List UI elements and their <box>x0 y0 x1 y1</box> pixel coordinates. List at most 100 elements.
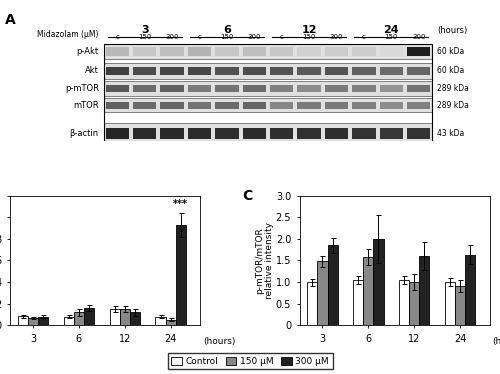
Text: C: C <box>242 189 252 203</box>
Text: ***: *** <box>173 199 188 209</box>
Bar <box>465 255 475 325</box>
Bar <box>352 128 376 139</box>
Text: 150: 150 <box>138 34 151 40</box>
Bar <box>420 256 430 325</box>
Text: p-Akt: p-Akt <box>76 47 99 56</box>
Bar <box>106 102 129 109</box>
Text: c: c <box>198 34 202 40</box>
Bar <box>242 67 266 75</box>
Text: A: A <box>5 12 16 27</box>
Text: c: c <box>280 34 283 40</box>
Bar <box>298 85 321 92</box>
Bar <box>298 102 321 109</box>
Bar <box>188 85 212 92</box>
Text: 300: 300 <box>248 34 261 40</box>
Bar <box>380 85 403 92</box>
Bar <box>352 102 376 109</box>
Bar <box>318 261 328 325</box>
Text: β-actin: β-actin <box>70 129 99 138</box>
Bar <box>270 47 293 55</box>
Text: 150: 150 <box>384 34 398 40</box>
Bar <box>215 67 238 75</box>
Text: (hours): (hours) <box>437 25 468 34</box>
Text: p-mTOR: p-mTOR <box>65 84 99 93</box>
Text: mTOR: mTOR <box>73 101 99 110</box>
Text: 24: 24 <box>384 25 399 34</box>
Bar <box>84 308 94 325</box>
Bar <box>104 44 432 144</box>
Bar <box>133 67 156 75</box>
Bar <box>160 85 184 92</box>
Bar <box>409 282 420 325</box>
Bar <box>106 85 129 92</box>
Text: Akt: Akt <box>85 67 99 76</box>
Bar <box>455 286 465 325</box>
Bar <box>106 128 129 139</box>
Bar <box>324 102 348 109</box>
Bar <box>407 85 430 92</box>
Bar <box>106 67 129 75</box>
Bar <box>242 102 266 109</box>
Bar <box>298 67 321 75</box>
Bar <box>407 67 430 75</box>
Bar <box>380 47 403 55</box>
Bar <box>215 128 238 139</box>
Bar <box>160 67 184 75</box>
Bar <box>324 67 348 75</box>
Text: c: c <box>116 34 119 40</box>
Bar <box>160 128 184 139</box>
Bar <box>215 85 238 92</box>
Bar <box>407 128 430 139</box>
Bar <box>104 123 432 144</box>
Bar <box>324 128 348 139</box>
Bar <box>407 47 430 55</box>
Bar <box>130 312 140 325</box>
Text: 150: 150 <box>302 34 316 40</box>
Bar <box>270 102 293 109</box>
Bar <box>374 239 384 325</box>
Bar <box>104 81 432 96</box>
Bar <box>380 128 403 139</box>
Bar <box>38 316 48 325</box>
Text: 3: 3 <box>141 25 148 34</box>
Text: 43 kDa: 43 kDa <box>437 129 464 138</box>
Y-axis label: p-mTOR/mTOR
relative intensity: p-mTOR/mTOR relative intensity <box>255 222 274 299</box>
Bar <box>104 98 432 113</box>
Bar <box>104 63 432 79</box>
Legend: Control, 150 μM, 300 μM: Control, 150 μM, 300 μM <box>168 353 332 370</box>
Bar <box>298 47 321 55</box>
Bar <box>188 47 212 55</box>
Bar <box>328 245 338 325</box>
Bar <box>64 317 74 325</box>
Bar <box>352 47 376 55</box>
Bar <box>399 280 409 325</box>
Bar <box>308 282 318 325</box>
Text: 60 kDa: 60 kDa <box>437 47 464 56</box>
Bar <box>298 128 321 139</box>
Bar <box>120 309 130 325</box>
Bar <box>133 47 156 55</box>
Bar <box>133 102 156 109</box>
Text: 289 kDa: 289 kDa <box>437 101 469 110</box>
Bar <box>270 128 293 139</box>
Bar <box>324 85 348 92</box>
Bar <box>364 257 374 325</box>
Text: (hours): (hours) <box>492 337 500 346</box>
Text: 300: 300 <box>166 34 179 40</box>
Bar <box>324 47 348 55</box>
Bar <box>352 85 376 92</box>
Bar <box>352 67 376 75</box>
Bar <box>160 47 184 55</box>
Text: 300: 300 <box>330 34 344 40</box>
Bar <box>74 312 84 325</box>
Bar <box>242 128 266 139</box>
Text: 12: 12 <box>302 25 317 34</box>
Text: (hours): (hours) <box>203 337 235 346</box>
Bar <box>353 280 364 325</box>
Bar <box>188 67 212 75</box>
Text: Midazolam (μM): Midazolam (μM) <box>38 30 99 39</box>
Bar <box>188 102 212 109</box>
Bar <box>270 67 293 75</box>
Bar <box>18 316 28 325</box>
Text: 60 kDa: 60 kDa <box>437 67 464 76</box>
